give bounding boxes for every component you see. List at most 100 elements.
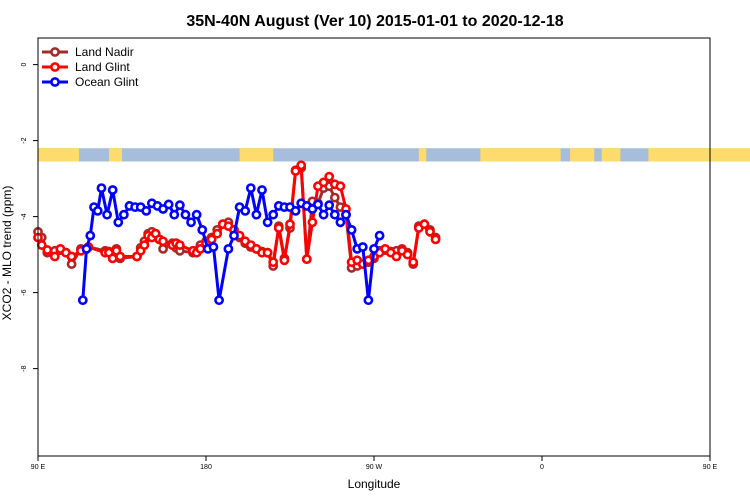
ocean-glint-point [191,209,202,220]
land-nadir-point [329,192,340,203]
land-ocean-band [38,148,750,162]
land-glint-point [408,257,419,268]
land-glint-point [307,217,318,228]
ocean-glint-point [268,209,279,220]
ocean-glint-point [324,200,335,211]
land-glint-point [273,223,284,233]
ocean-glint-point [329,209,340,220]
ocean-glint-point [257,185,267,195]
ocean-glint-point [85,230,96,241]
land-glint-point [290,166,301,176]
land-segment [418,148,427,162]
land-glint-point [402,249,413,260]
land-glint-point [335,181,346,192]
land-segment [601,148,621,162]
land-glint-point [107,253,118,264]
ocean-glint-point [180,209,191,220]
land-segment [239,148,274,162]
x-tick-label: 0 [540,464,544,471]
ocean-glint-point [290,205,301,216]
land-glint-point [285,219,295,230]
legend-item-land-nadir: Land Nadir [42,45,134,59]
land-glint-point [279,255,290,266]
ocean-glint-point [169,209,180,220]
ocean-glint-point [223,243,234,254]
series-land-glint [33,160,441,269]
chart-title: 35N-40N August (Ver 10) 2015-01-01 to 20… [186,13,563,30]
x-axis: 90 E 180 90 W 0 90 E [31,456,718,471]
ocean-glint-point [369,243,379,254]
series-ocean-glint [77,183,385,306]
legend-marker [50,62,60,72]
ocean-glint-point [118,209,129,220]
ocean-glint-point [197,224,208,235]
y-tick-label: -6 [21,289,28,295]
legend-item-ocean-glint: Ocean Glint [42,75,139,89]
ocean-glint-point [174,200,185,211]
land-glint-point [268,257,279,268]
land-glint-point [262,247,273,258]
land-glint-point [212,228,223,239]
ocean-glint-point [357,242,368,252]
x-tick-label: 90 E [703,464,718,471]
legend-label: Ocean Glint [75,75,139,89]
ocean-glint-point [214,295,224,306]
legend-marker [50,47,60,57]
ocean-glint-point [318,209,329,220]
land-glint-point [425,226,435,237]
legend-label: Land Glint [75,60,130,74]
x-tick-label: 90 E [31,464,46,471]
ocean-glint-point [141,205,152,216]
land-segment [648,148,750,162]
land-nadir-point [66,259,77,269]
x-tick-label: 180 [200,464,212,471]
ocean-glint-point [262,217,273,228]
y-tick-label: -8 [21,365,28,371]
land-segment [38,148,80,162]
ocean-glint-point [229,230,239,241]
land-glint-point [419,219,430,230]
ocean-glint-point [363,295,374,306]
ocean-glint-point [107,185,118,195]
legend-marker [50,77,60,87]
land-glint-point [115,251,126,262]
ocean-glint-point [81,243,92,254]
land-segment [570,148,595,162]
ocean-glint-point [341,209,351,220]
land-glint-point [324,171,335,182]
ocean-glint-point [163,199,174,210]
land-glint-point [158,236,168,247]
land-segment [480,148,561,162]
land-nadir-point [158,243,168,254]
ocean-glint-point [102,209,112,220]
land-segment [108,148,122,162]
ocean-glint-point [374,230,385,241]
ocean-glint-point [113,217,124,228]
series-group [33,160,441,306]
land-glint-point [391,251,402,262]
ocean-glint-point [96,183,107,193]
land-glint-point [430,234,441,245]
y-axis: 0 -2 -4 -6 -8 [21,63,38,372]
y-tick-label: -4 [21,213,28,219]
ocean-glint-point [346,224,357,235]
ocean-glint-point [186,217,196,228]
y-tick-label: 0 [21,63,28,67]
ocean-glint-point [240,205,251,216]
x-tick-label: 90 W [366,464,383,471]
ocean-glint-point [251,209,262,220]
land-glint-point [174,240,185,250]
land-glint-point [301,254,312,265]
ocean-glint-point [208,242,219,252]
y-tick-label: -2 [21,137,28,143]
ocean-glint-point [335,217,346,228]
land-glint-point [49,251,60,262]
ocean-glint-point [92,205,103,216]
land-glint-point [296,160,307,171]
legend-item-land-glint: Land Glint [42,60,130,74]
land-glint-point [42,245,53,255]
y-axis-label: XCO2 - MLO trend (ppm) [0,186,14,321]
legend-label: Land Nadir [75,45,134,59]
